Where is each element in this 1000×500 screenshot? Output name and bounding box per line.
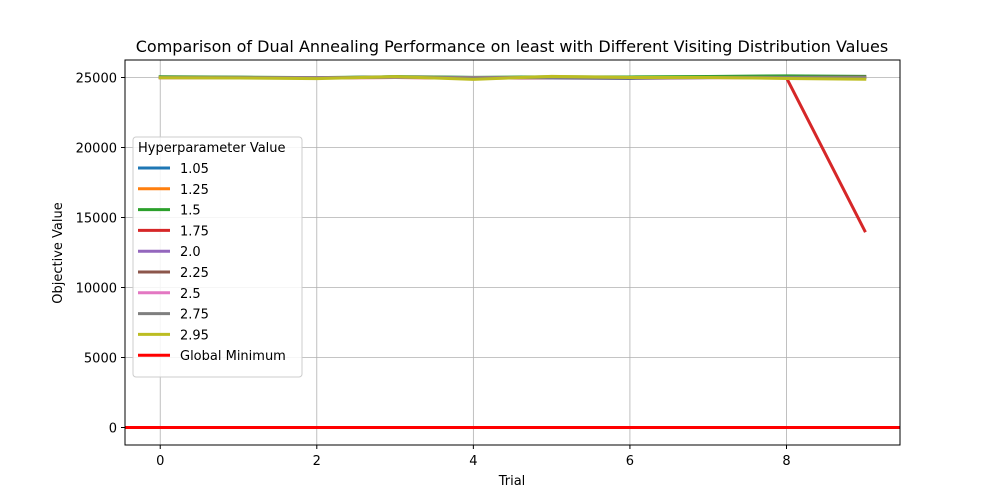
legend-label: 1.5 (180, 204, 201, 219)
legend: Hyperparameter Value 1.05 1.25 1.5 1.75 2.0 2.… (132, 136, 303, 378)
x-tick-label: 2 (313, 454, 321, 469)
legend-label: 2.25 (180, 266, 209, 281)
y-tick-label: 15000 (76, 212, 117, 227)
series-line-2.95 (158, 74, 867, 81)
legend-label: 1.75 (180, 224, 209, 239)
y-tick-label: 25000 (76, 72, 117, 87)
legend-label: 2.95 (180, 328, 209, 343)
chart-title: Comparison of Dual Annealing Performance… (136, 37, 888, 56)
x-tick-label: 0 (156, 454, 164, 469)
legend-label: 2.75 (180, 308, 209, 323)
y-axis-label: Objective Value (51, 202, 66, 303)
legend-label: 1.05 (180, 162, 209, 177)
legend-title: Hyperparameter Value (138, 141, 286, 156)
legend-label: 2.5 (180, 287, 201, 302)
x-tick-label: 8 (782, 454, 790, 469)
y-tick-label: 20000 (76, 142, 117, 157)
legend-label: 1.25 (180, 183, 209, 198)
x-tick-label: 6 (626, 454, 634, 469)
y-tick-label: 5000 (84, 352, 117, 367)
axes-frame (124, 59, 901, 446)
x-tick-label: 4 (469, 454, 477, 469)
legend-box (132, 136, 303, 378)
y-tick-label: 10000 (76, 282, 117, 297)
legend-label: Global Minimum (180, 349, 286, 364)
legend-label: 2.0 (180, 245, 201, 260)
x-axis-label: Trial (498, 474, 526, 489)
y-tick-label: 0 (109, 422, 117, 437)
